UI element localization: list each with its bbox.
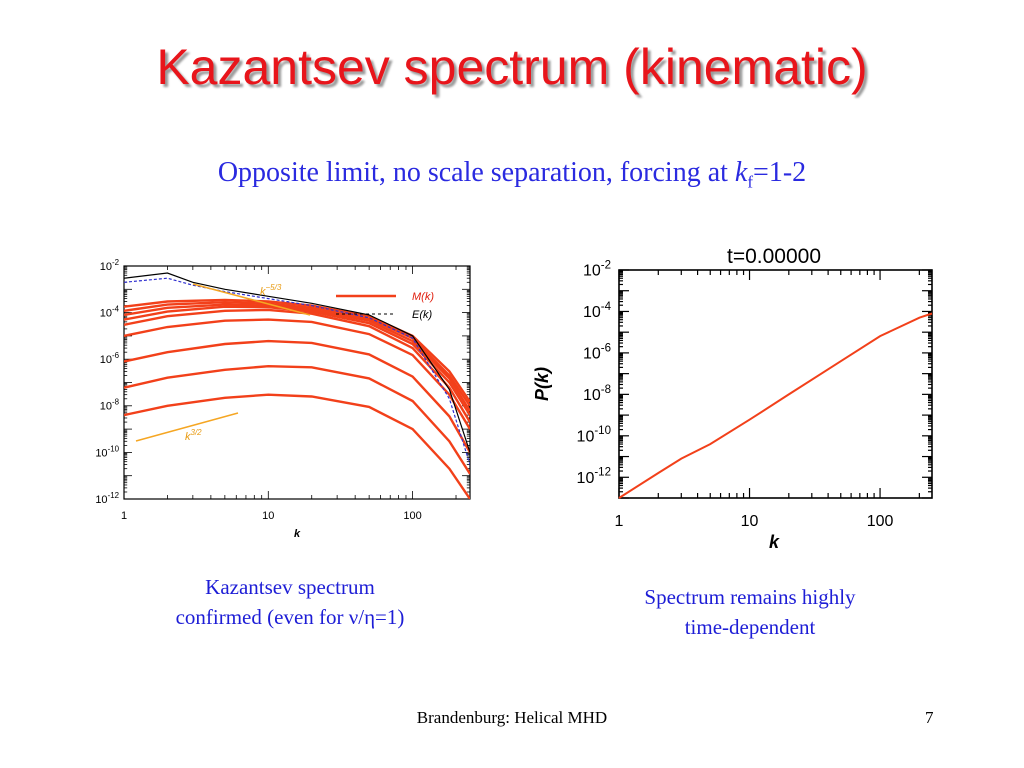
slope-line-k-3-2 [135, 412, 239, 442]
legend-label-mk: M(k) [412, 291, 434, 303]
y-tick-label: 10-6 [100, 351, 120, 366]
series-line-0-4 [124, 308, 470, 423]
y-tick-label: 10-12 [577, 467, 611, 487]
slope-line-k-5-3 [192, 283, 311, 316]
series-line-0-6 [124, 303, 470, 412]
footer-text: Brandenburg: Helical MHD [416, 708, 608, 727]
series-line-1-0 [618, 312, 933, 499]
x-tick-label: 1 [121, 510, 127, 522]
left-xlabel: k [294, 528, 301, 540]
page-number: 7 [925, 708, 934, 727]
subtitle-tail: =1-2 [753, 157, 807, 188]
caption-right-line-1: Spectrum remains highly [644, 585, 856, 609]
right-ylabel: P(k) [532, 367, 552, 401]
caption-right-line-2: time-dependent [684, 615, 816, 639]
caption-right: Spectrum remains highly time-dependent [570, 582, 930, 642]
legend-label-ek: E(k) [412, 309, 433, 321]
series-line-0-1 [124, 364, 470, 475]
series-line-0-7 [124, 300, 470, 407]
left-axes: 1 10 100 10-2 10-4 10-6 10-8 10-10 10-12 [95, 258, 470, 522]
caption-left-line-2: confirmed (even for ν/η=1) [175, 605, 405, 629]
series-line-0-9 [124, 272, 470, 453]
y-tick-label: 10-2 [100, 258, 119, 273]
series-line-0-10 [124, 277, 470, 465]
x-tick-label: 1 [615, 513, 624, 530]
caption-left: Kazantsev spectrum confirmed (even for ν… [110, 572, 470, 632]
y-tick-label: 10-12 [95, 491, 119, 506]
subtitle-var: k [734, 157, 748, 188]
right-chart-title: t=0.00000 [727, 245, 821, 268]
right-spectrum-chart: t=0.00000 1 10 100 10-2 10-4 10-6 10-8 10-10 10-… [532, 245, 933, 552]
right-xlabel: k [769, 532, 780, 552]
y-tick-label: 10-4 [583, 301, 612, 321]
subtitle: Opposite limit, no scale separation, for… [0, 157, 1024, 193]
series-line-0-5 [124, 305, 470, 416]
left-curves [124, 272, 470, 499]
y-tick-label: 10-8 [100, 398, 120, 413]
y-tick-label: 10-2 [583, 259, 611, 279]
y-tick-label: 10-10 [95, 444, 119, 459]
y-tick-label: 10-4 [100, 305, 120, 320]
x-tick-label: 10 [741, 513, 759, 530]
subtitle-main: Opposite limit, no scale separation, for… [217, 157, 735, 188]
series-line-0-0 [124, 393, 470, 499]
right-curves [618, 312, 933, 499]
subtitle-sub: f [747, 172, 754, 192]
y-tick-label: 10-8 [583, 384, 611, 404]
x-tick-label: 100 [867, 513, 894, 530]
y-tick-label: 10-10 [577, 425, 611, 445]
y-tick-label: 10-6 [583, 342, 611, 362]
series-line-0-2 [124, 339, 470, 453]
caption-left-line-1: Kazantsev spectrum [205, 575, 375, 599]
x-tick-label: 10 [262, 510, 274, 522]
right-plot-frame [618, 269, 933, 499]
series-line-0-3 [124, 318, 470, 430]
slide-title: Kazantsev spectrum (kinematic) [156, 39, 868, 95]
x-tick-label: 100 [403, 510, 421, 522]
